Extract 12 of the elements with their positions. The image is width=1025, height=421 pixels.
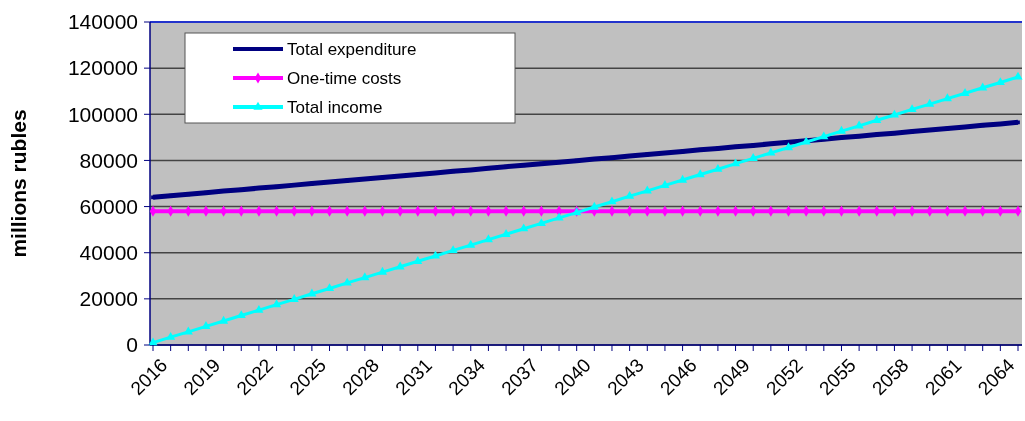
y-tick-label: 100000 <box>67 102 138 126</box>
legend-label: Total expenditure <box>287 39 417 59</box>
y-tick-label: 60000 <box>79 194 138 218</box>
y-tick-label: 120000 <box>67 56 138 80</box>
y-tick-label: 40000 <box>79 241 138 265</box>
y-tick-label: 20000 <box>79 287 138 311</box>
legend-label: One-time costs <box>287 68 402 88</box>
y-tick-label: 0 <box>126 333 138 357</box>
y-tick-label: 80000 <box>79 148 138 172</box>
legend-label: Total income <box>287 97 383 117</box>
y-tick-label: 140000 <box>67 10 138 34</box>
y-axis-title: millions rubles <box>7 109 30 258</box>
